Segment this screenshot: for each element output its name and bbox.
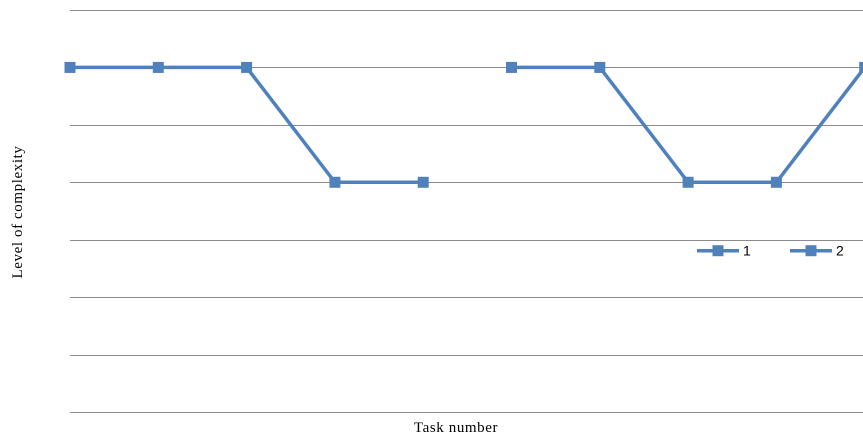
- series-2-point: [682, 176, 694, 188]
- series-1-point: [329, 176, 341, 188]
- series-2-point: [594, 61, 606, 73]
- series-1-point: [417, 176, 429, 188]
- x-axis-title: Task number: [414, 420, 498, 436]
- series-1-point: [152, 61, 164, 73]
- legend-marker-1: [712, 245, 724, 257]
- series-1-point: [241, 61, 253, 73]
- legend-label-1: 1: [743, 243, 751, 259]
- series-2-point: [770, 176, 782, 188]
- series-group: [64, 61, 863, 188]
- gridlines: [70, 10, 863, 413]
- series-1-line: [70, 65, 424, 185]
- legend-label-2: 2: [836, 243, 844, 259]
- series-2-point: [506, 61, 517, 73]
- series-2-point: [859, 61, 863, 73]
- legend-marker-2: [805, 245, 817, 257]
- y-axis-title: Level of complexity: [10, 145, 26, 278]
- series-1-point: [64, 61, 76, 73]
- series-2-line: [511, 65, 863, 185]
